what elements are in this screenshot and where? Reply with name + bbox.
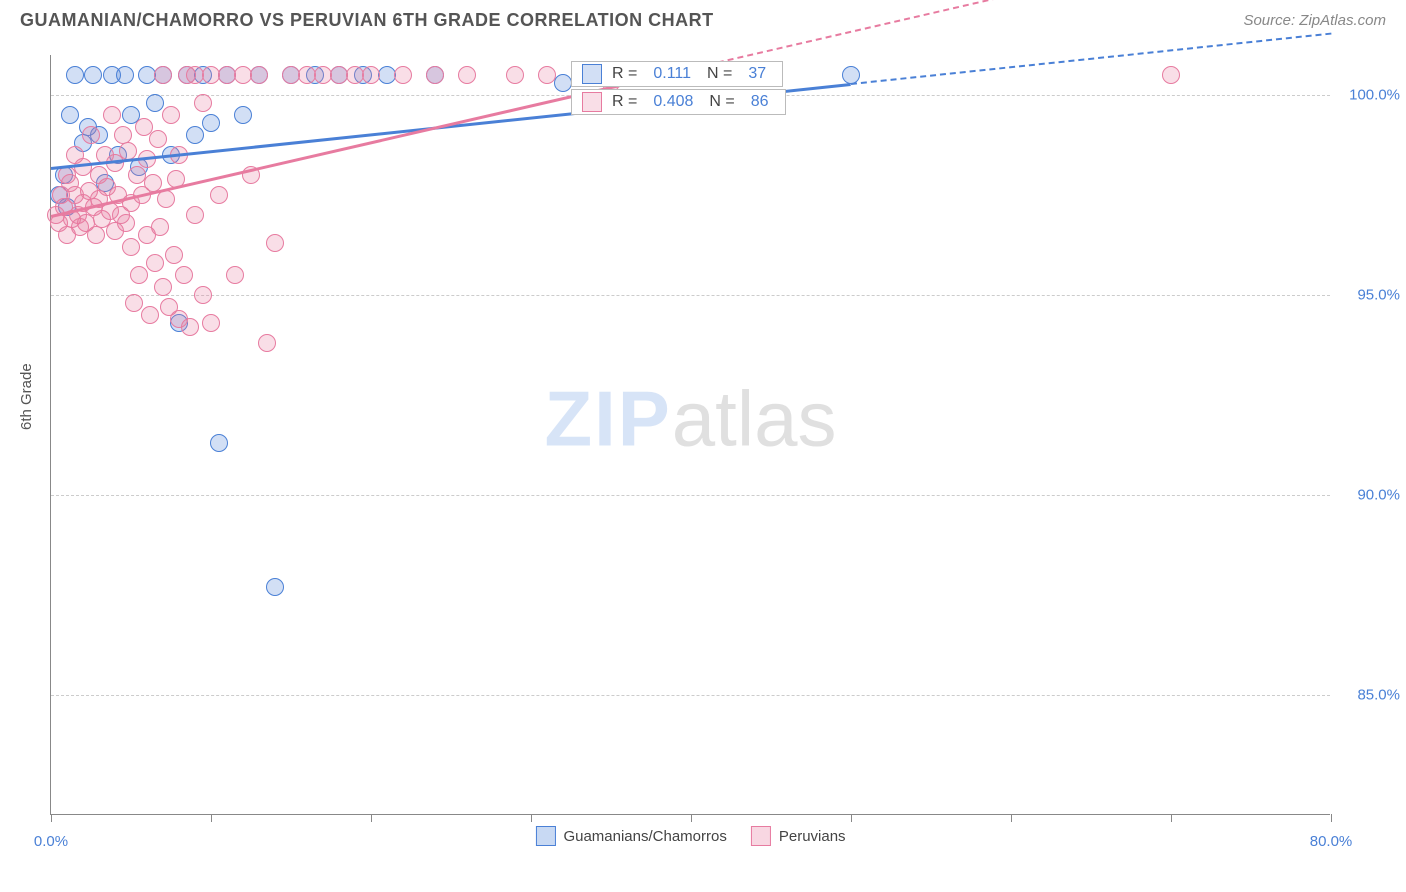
- scatter-plot: ZIPatlas Guamanians/ChamorrosPeruvians 8…: [50, 55, 1330, 815]
- scatter-point: [175, 266, 193, 284]
- legend: Guamanians/Chamorros Peruvians: [535, 826, 845, 846]
- scatter-point: [125, 294, 143, 312]
- scatter-point: [181, 318, 199, 336]
- xtick-label: 0.0%: [34, 833, 68, 850]
- ytick-label: 85.0%: [1340, 687, 1400, 704]
- scatter-point: [194, 286, 212, 304]
- chart-title: GUAMANIAN/CHAMORRO VS PERUVIAN 6TH GRADE…: [20, 10, 714, 31]
- xtick-label: 80.0%: [1310, 833, 1353, 850]
- scatter-point: [157, 190, 175, 208]
- scatter-point: [250, 66, 268, 84]
- xtick: [211, 814, 212, 822]
- xtick: [1171, 814, 1172, 822]
- xtick: [1331, 814, 1332, 822]
- scatter-point: [84, 66, 102, 84]
- scatter-point: [266, 578, 284, 596]
- scatter-point: [1162, 66, 1180, 84]
- y-axis-label: 6th Grade: [18, 363, 35, 430]
- scatter-point: [458, 66, 476, 84]
- xtick: [371, 814, 372, 822]
- scatter-point: [165, 246, 183, 264]
- watermark: ZIPatlas: [544, 374, 836, 465]
- xtick: [1011, 814, 1012, 822]
- stats-r-value: 0.408: [653, 93, 693, 111]
- scatter-point: [258, 334, 276, 352]
- scatter-point: [210, 434, 228, 452]
- scatter-point: [141, 306, 159, 324]
- legend-label: Peruvians: [779, 828, 846, 845]
- scatter-point: [234, 106, 252, 124]
- stats-n-value: 86: [751, 93, 769, 111]
- stats-n-label: N =: [707, 65, 732, 83]
- scatter-point: [362, 66, 380, 84]
- title-bar: GUAMANIAN/CHAMORRO VS PERUVIAN 6TH GRADE…: [0, 0, 1406, 37]
- gridline: [51, 495, 1330, 496]
- scatter-point: [146, 254, 164, 272]
- trend-line: [51, 75, 660, 217]
- xtick: [691, 814, 692, 822]
- scatter-point: [61, 106, 79, 124]
- scatter-point: [426, 66, 444, 84]
- watermark-atlas: atlas: [672, 375, 837, 463]
- stats-box: R = 0.111 N = 37: [571, 61, 783, 87]
- scatter-point: [103, 106, 121, 124]
- scatter-point: [146, 94, 164, 112]
- stats-r-label: R =: [612, 93, 637, 111]
- scatter-point: [66, 66, 84, 84]
- legend-label: Guamanians/Chamorros: [563, 828, 726, 845]
- xtick: [51, 814, 52, 822]
- legend-swatch: [751, 826, 771, 846]
- scatter-point: [116, 66, 134, 84]
- scatter-point: [122, 238, 140, 256]
- scatter-point: [394, 66, 412, 84]
- legend-swatch: [582, 64, 602, 84]
- xtick: [531, 814, 532, 822]
- legend-swatch: [535, 826, 555, 846]
- xtick: [851, 814, 852, 822]
- legend-item: Guamanians/Chamorros: [535, 826, 726, 846]
- scatter-point: [154, 278, 172, 296]
- scatter-point: [162, 106, 180, 124]
- source-label: Source: ZipAtlas.com: [1243, 12, 1386, 29]
- scatter-point: [82, 126, 100, 144]
- scatter-point: [151, 218, 169, 236]
- stats-n-value: 37: [748, 65, 766, 83]
- stats-n-label: N =: [709, 93, 734, 111]
- gridline: [51, 695, 1330, 696]
- stats-r-value: 0.111: [653, 65, 691, 83]
- ytick-label: 100.0%: [1340, 87, 1400, 104]
- scatter-point: [210, 186, 228, 204]
- scatter-point: [194, 94, 212, 112]
- scatter-point: [554, 74, 572, 92]
- legend-item: Peruvians: [751, 826, 846, 846]
- ytick-label: 95.0%: [1340, 287, 1400, 304]
- scatter-point: [202, 314, 220, 332]
- stats-box: R = 0.408 N = 86: [571, 89, 786, 115]
- legend-swatch: [582, 92, 602, 112]
- scatter-point: [266, 234, 284, 252]
- watermark-zip: ZIP: [544, 375, 671, 463]
- scatter-point: [186, 126, 204, 144]
- scatter-point: [538, 66, 556, 84]
- scatter-point: [117, 214, 135, 232]
- stats-r-label: R =: [612, 65, 637, 83]
- trend-line-dashed: [851, 33, 1331, 85]
- scatter-point: [506, 66, 524, 84]
- scatter-point: [154, 66, 172, 84]
- scatter-point: [186, 206, 204, 224]
- scatter-point: [202, 114, 220, 132]
- gridline: [51, 295, 1330, 296]
- ytick-label: 90.0%: [1340, 487, 1400, 504]
- scatter-point: [149, 130, 167, 148]
- scatter-point: [226, 266, 244, 284]
- scatter-point: [87, 226, 105, 244]
- scatter-point: [130, 266, 148, 284]
